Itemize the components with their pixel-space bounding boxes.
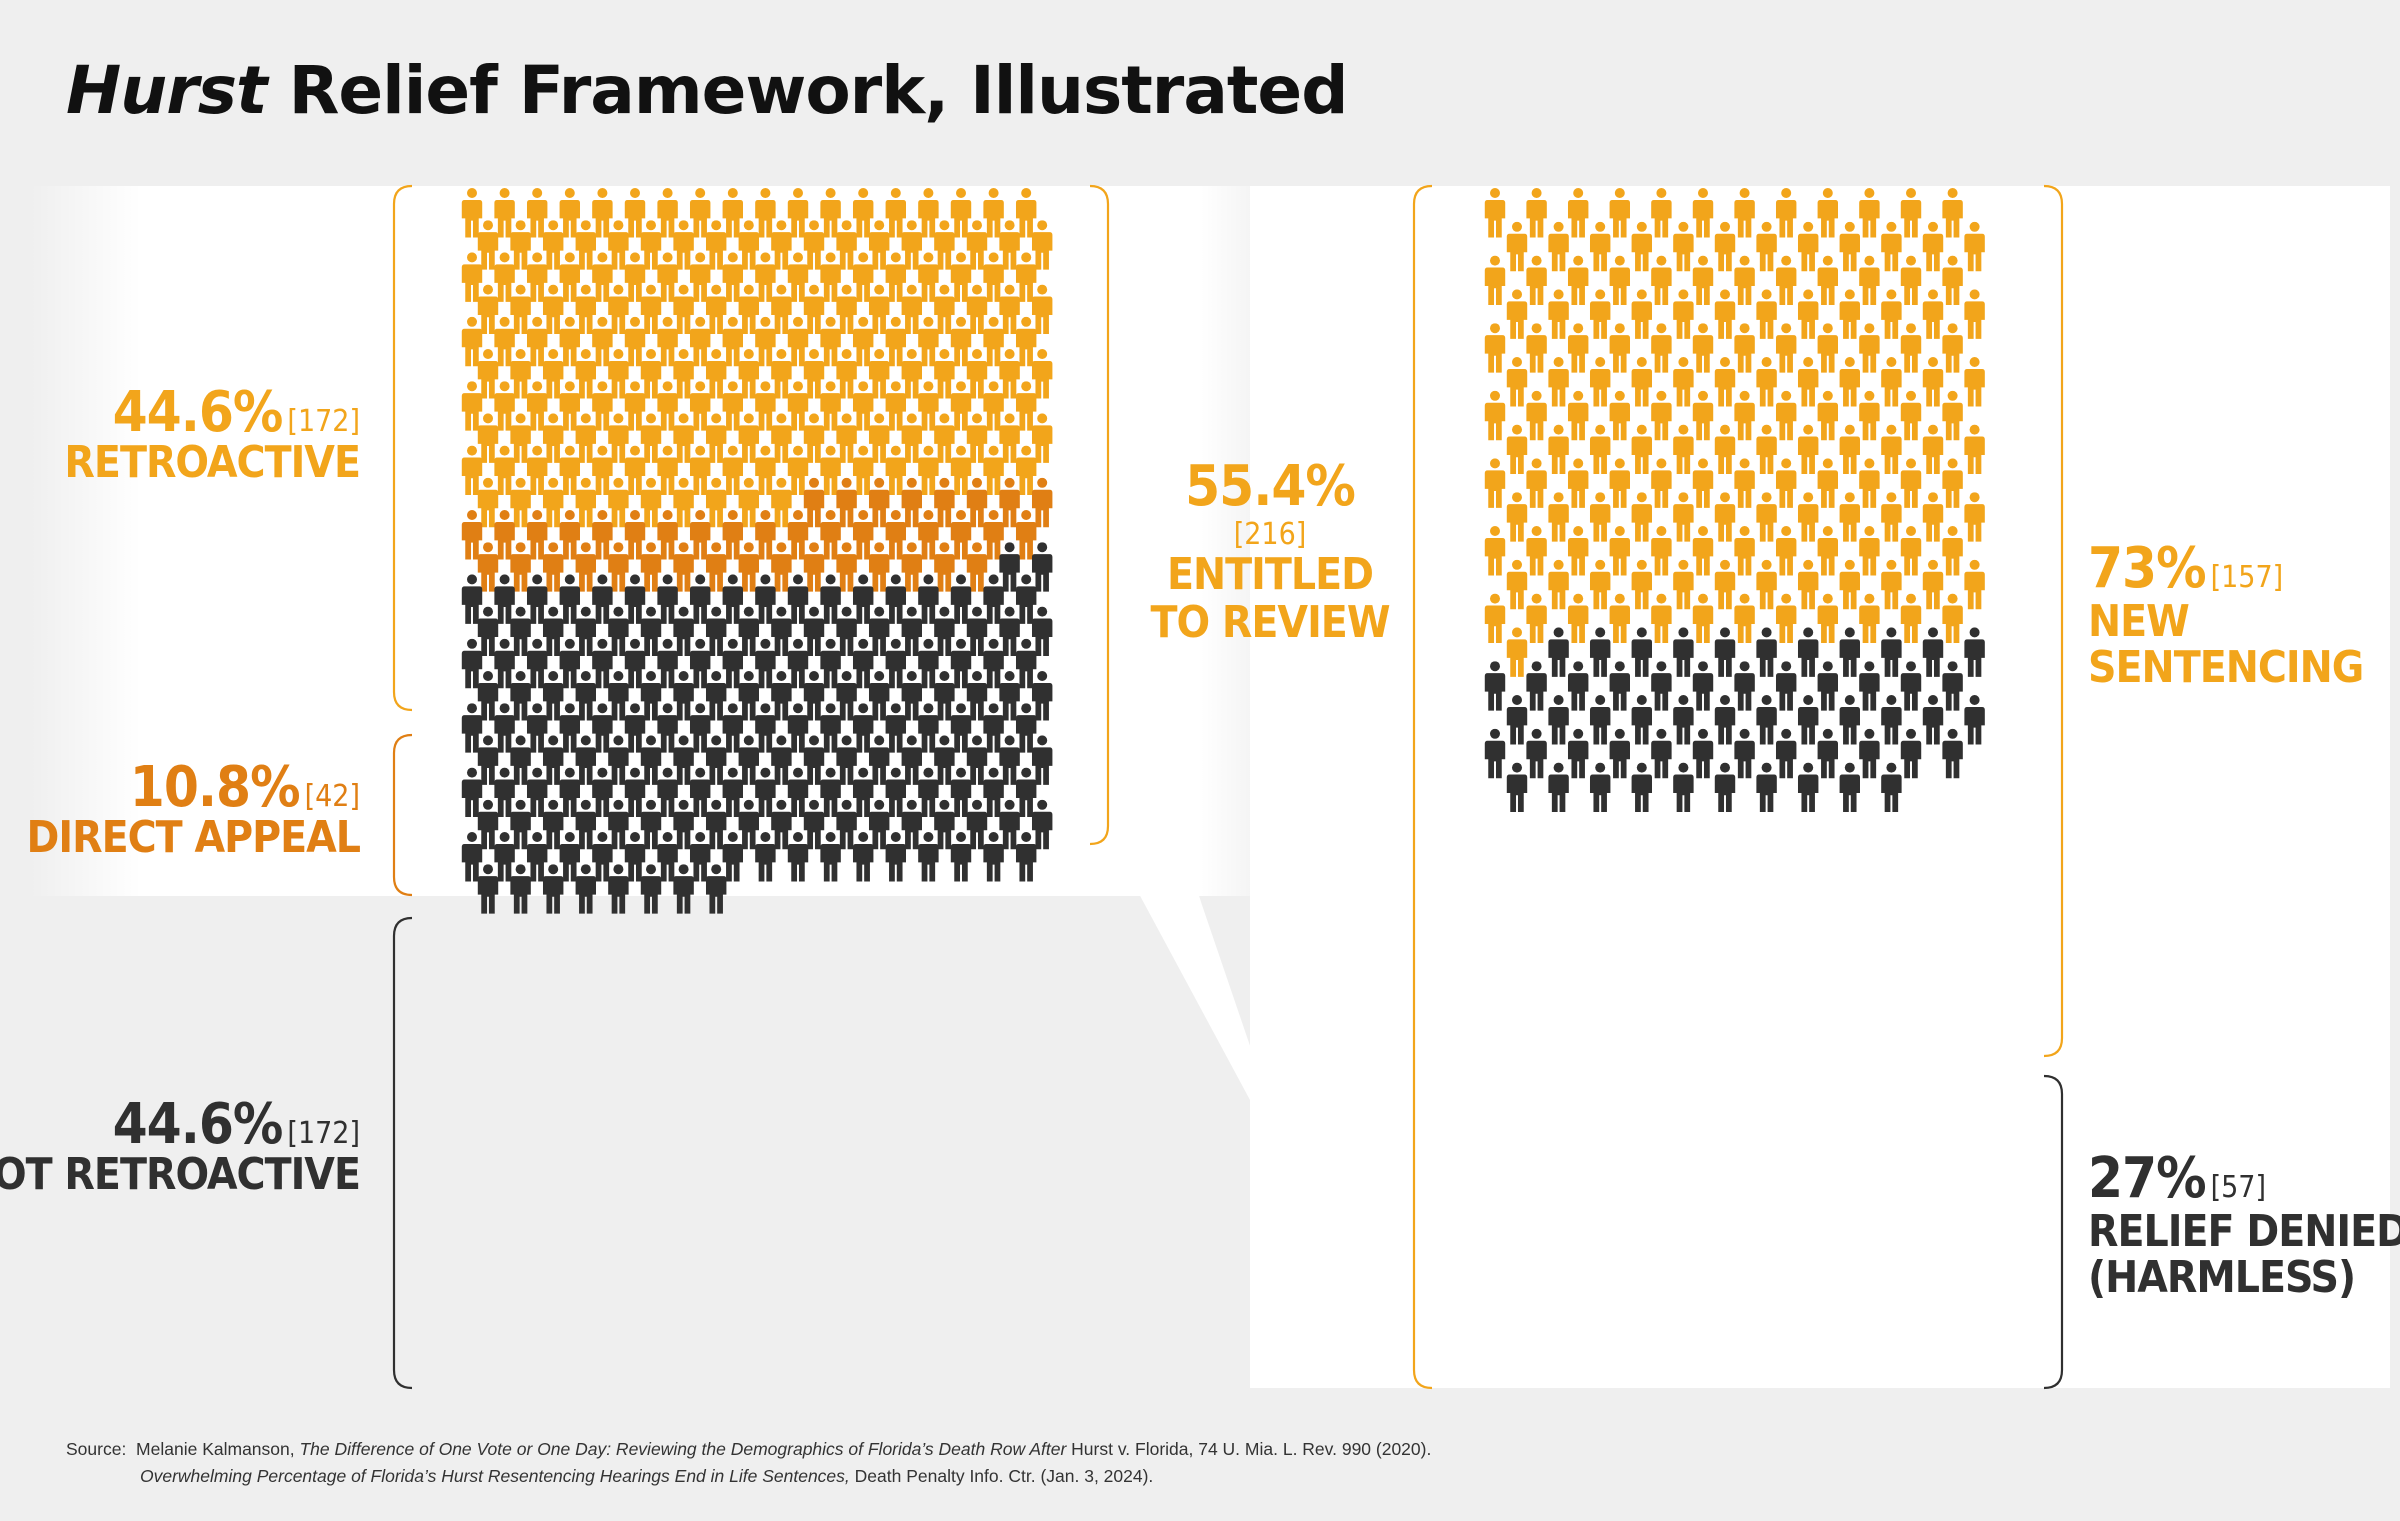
source-line-2: Overwhelming Percentage of Florida’s Hur… — [66, 1463, 1431, 1490]
source-line-1: Source: Melanie Kalmanson, The Differenc… — [66, 1436, 1431, 1463]
direct-appeal-pct: 10.8% — [129, 755, 301, 820]
entitled-bracket — [1089, 184, 1110, 846]
relief-denied-line1: RELIEF DENIED — [2088, 1205, 2400, 1257]
not-retroactive-count: [172] — [287, 1116, 360, 1151]
source-article-title: The Difference of One Vote or One Day: R… — [299, 1439, 1067, 1459]
source-note: Source: Melanie Kalmanson, The Differenc… — [66, 1436, 1431, 1490]
new-sentencing-line2: SENTENCING — [2088, 641, 2364, 693]
new-sentencing-line1: NEW — [2088, 595, 2190, 647]
not-retroactive-pct: 44.6% — [112, 1092, 284, 1157]
source-prefix: Source: — [66, 1439, 127, 1459]
not-retroactive-bracket — [392, 916, 413, 1390]
retroactive-label: 44.6% [172] RETROACTIVE — [64, 385, 361, 488]
page-title: Hurst Relief Framework, Illustrated — [66, 52, 1349, 129]
source-publisher: Death Penalty Info. Ctr. (Jan. 3, 2024). — [854, 1466, 1154, 1486]
middle-panel — [1110, 186, 1250, 896]
not-retroactive-name: NOT RETROACTIVE — [0, 1149, 361, 1200]
source-author: Melanie Kalmanson, — [136, 1439, 295, 1459]
relief-denied-line2: (HARMLESS) — [2088, 1251, 2356, 1303]
retroactive-name: RETROACTIVE — [64, 437, 361, 488]
relief-denied-label: 27% [57] RELIEF DENIED (HARMLESS) — [2088, 1149, 2400, 1303]
right-panel — [1250, 186, 2390, 1388]
entitled-line2: TO REVIEW — [1150, 596, 1390, 648]
relief-denied-bracket — [2043, 1074, 2064, 1390]
entitled-pct: 55.4% — [1185, 454, 1356, 519]
relief-denied-pct: 27% — [2088, 1146, 2207, 1211]
direct-appeal-count: [42] — [304, 779, 360, 814]
not-retroactive-label: 44.6% [172] NOT RETROACTIVE — [0, 1097, 361, 1200]
source-report-title: Overwhelming Percentage of Florida’s Hur… — [140, 1466, 850, 1486]
direct-appeal-label: 10.8% [42] DIRECT APPEAL — [27, 760, 361, 860]
left-panel — [30, 186, 400, 896]
entitled-line1: ENTITLED — [1166, 548, 1374, 600]
retroactive-pct: 44.6% — [112, 380, 284, 445]
entitled-count: [216] — [1233, 516, 1307, 552]
new-sentencing-pct: 73% — [2088, 536, 2207, 601]
source-citation: Hurst v. Florida, 74 U. Mia. L. Rev. 990… — [1071, 1439, 1432, 1459]
entitled-label: 55.4% [216] ENTITLED TO REVIEW — [1120, 456, 1420, 647]
retroactive-bracket — [392, 184, 413, 712]
relief-denied-count: [57] — [2210, 1170, 2267, 1205]
outcomes-bracket — [1412, 184, 1433, 1390]
direct-appeal-bracket — [392, 733, 413, 897]
new-sentencing-bracket — [2043, 184, 2064, 1058]
direct-appeal-name: DIRECT APPEAL — [26, 812, 361, 863]
new-sentencing-label: 73% [157] NEW SENTENCING — [2088, 539, 2364, 693]
retroactive-count: [172] — [287, 404, 360, 439]
new-sentencing-count: [157] — [2210, 560, 2284, 595]
title-italic: Hurst — [66, 52, 268, 129]
title-rest: Relief Framework, Illustrated — [288, 52, 1349, 129]
